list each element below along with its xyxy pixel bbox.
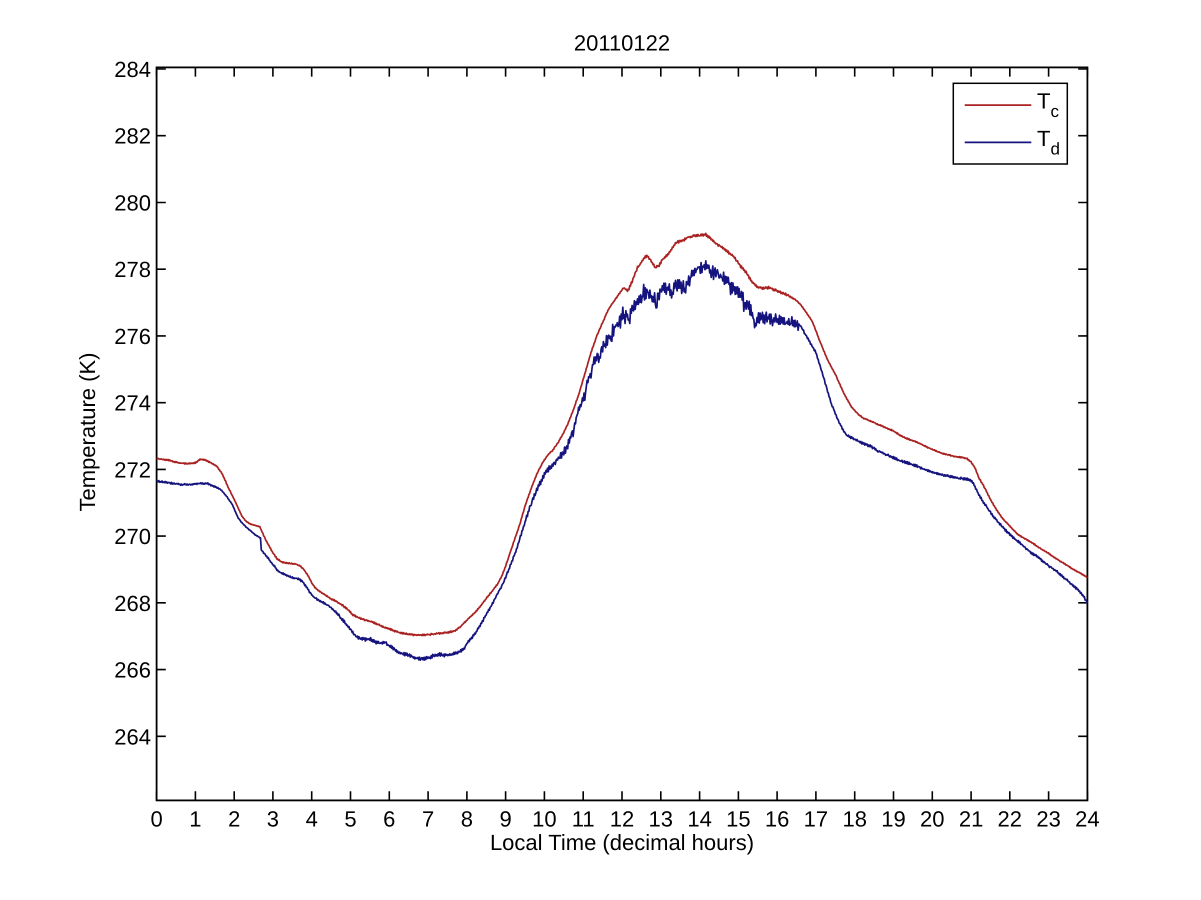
svg-text:4: 4 [306, 807, 318, 832]
svg-text:12: 12 [610, 807, 634, 832]
svg-text:5: 5 [344, 807, 356, 832]
svg-text:3: 3 [267, 807, 279, 832]
svg-text:284: 284 [114, 57, 151, 82]
svg-text:8: 8 [461, 807, 473, 832]
svg-text:19: 19 [881, 807, 905, 832]
svg-text:7: 7 [422, 807, 434, 832]
svg-text:22: 22 [998, 807, 1022, 832]
svg-text:272: 272 [114, 457, 151, 482]
svg-text:11: 11 [572, 807, 595, 832]
svg-text:282: 282 [114, 124, 151, 149]
svg-text:24: 24 [1075, 807, 1099, 832]
svg-text:17: 17 [804, 807, 828, 832]
svg-text:268: 268 [114, 591, 151, 616]
svg-text:270: 270 [114, 524, 151, 549]
svg-text:20: 20 [920, 807, 944, 832]
svg-text:2: 2 [228, 807, 240, 832]
svg-text:278: 278 [114, 257, 151, 282]
svg-text:23: 23 [1036, 807, 1060, 832]
svg-text:Local Time (decimal hours): Local Time (decimal hours) [490, 830, 754, 855]
svg-text:18: 18 [842, 807, 866, 832]
svg-text:20110122: 20110122 [574, 31, 670, 56]
svg-text:280: 280 [114, 191, 151, 216]
svg-text:274: 274 [114, 391, 151, 416]
svg-text:264: 264 [114, 724, 151, 749]
svg-text:266: 266 [114, 658, 151, 683]
svg-text:6: 6 [383, 807, 395, 832]
svg-text:15: 15 [726, 807, 750, 832]
svg-text:0: 0 [150, 807, 162, 832]
svg-text:14: 14 [687, 807, 711, 832]
svg-text:1: 1 [189, 807, 201, 832]
svg-text:9: 9 [499, 807, 511, 832]
svg-text:21: 21 [959, 807, 983, 832]
svg-text:Temperature (K): Temperature (K) [75, 353, 100, 512]
svg-text:10: 10 [532, 807, 556, 832]
svg-text:276: 276 [114, 324, 151, 349]
svg-text:13: 13 [649, 807, 673, 832]
svg-text:16: 16 [765, 807, 789, 832]
